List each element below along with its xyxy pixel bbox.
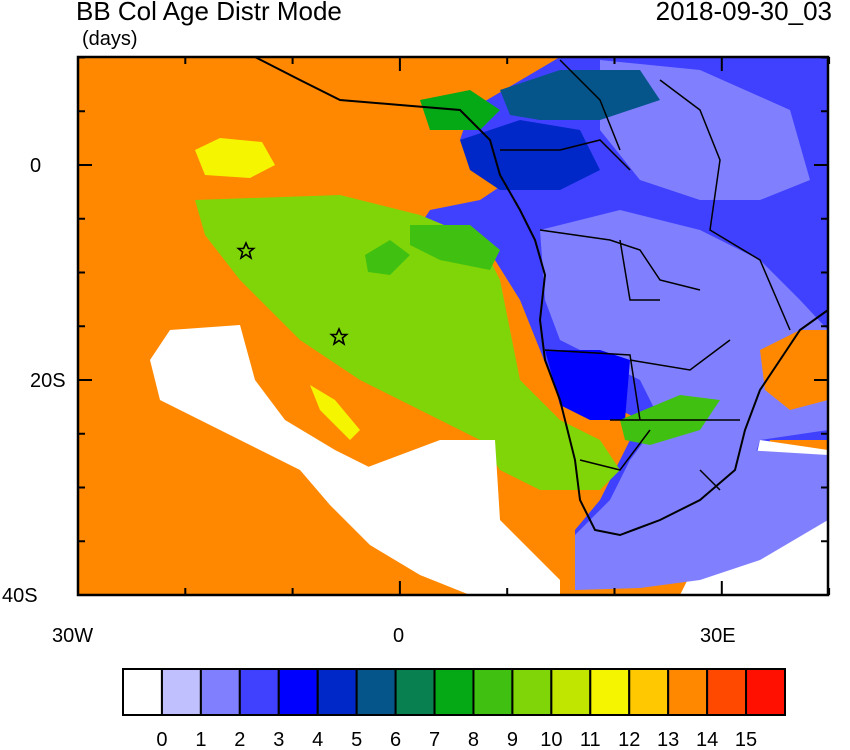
colorbar-label: 15	[735, 729, 757, 750]
colorbar-swatch	[122, 668, 163, 716]
colorbar-swatch	[316, 668, 358, 716]
colorbar-swatch	[199, 668, 241, 716]
plot-datetime: 2018-09-30_03	[655, 0, 832, 26]
map-field	[78, 57, 828, 595]
plot-units: (days)	[82, 28, 138, 50]
lon-label: 30E	[700, 625, 736, 647]
lat-label: 40S	[2, 585, 38, 607]
country-borders	[500, 59, 791, 491]
colorbar-swatch	[238, 668, 280, 716]
markers	[236, 240, 349, 346]
field-region-green-dark-2	[365, 240, 410, 275]
colorbar-label: 5	[351, 729, 362, 750]
colorbar-label: 3	[273, 729, 284, 750]
star-marker-icon	[329, 326, 349, 346]
colorbar-label: 0	[156, 729, 167, 750]
lon-label: 0	[393, 625, 404, 647]
colorbar: 0 1 2 3 4 5 6 7 8 9 10 11 12 13 14 15	[122, 668, 787, 750]
colorbar-swatch	[355, 668, 397, 716]
field-region-green-dark	[410, 225, 500, 270]
field-region-lightblue-southeast	[575, 450, 828, 590]
colorbar-label: 11	[580, 729, 601, 750]
plot-title: BB Col Age Distr Mode	[76, 0, 342, 26]
colorbar-swatch	[589, 668, 631, 716]
lat-label: 0	[30, 155, 41, 177]
colorbar-label: 2	[234, 729, 245, 750]
star-marker-icon	[236, 240, 256, 260]
lon-label: 30W	[52, 625, 93, 647]
colorbar-label: 14	[696, 729, 718, 750]
colorbar-label: 13	[657, 729, 679, 750]
field-region-orange-se	[760, 330, 828, 410]
field-region-white-south	[300, 440, 560, 595]
axis-ticks	[77, 56, 831, 596]
colorbar-label: 8	[468, 729, 479, 750]
coastline-africa	[254, 57, 828, 537]
colorbar-swatch	[433, 668, 475, 716]
colorbar-label: 6	[390, 729, 401, 750]
field-region-teal	[500, 70, 660, 120]
lat-label: 20S	[30, 370, 66, 392]
colorbar-label: 1	[195, 729, 206, 750]
field-region-blue-south	[545, 350, 630, 420]
colorbar-label: 12	[618, 729, 640, 750]
colorbar-swatch	[277, 668, 319, 716]
field-region-yellow	[195, 138, 275, 178]
colorbar-label: 9	[507, 729, 518, 750]
field-region-darkblue	[460, 120, 600, 190]
colorbar-label: 7	[429, 729, 440, 750]
colorbar-swatch	[745, 668, 787, 716]
colorbar-swatch	[160, 668, 202, 716]
colorbar-swatch	[511, 668, 553, 716]
colorbar-swatch	[550, 668, 592, 716]
colorbar-swatch	[667, 668, 709, 716]
field-region-yellow-band	[310, 385, 360, 440]
colorbar-swatch	[628, 668, 670, 716]
colorbar-swatch	[394, 668, 436, 716]
field-region-green	[195, 195, 620, 490]
colorbar-swatch	[472, 668, 514, 716]
colorbar-swatch	[706, 668, 748, 716]
colorbar-label: 10	[540, 729, 562, 750]
colorbar-label: 4	[312, 729, 323, 750]
